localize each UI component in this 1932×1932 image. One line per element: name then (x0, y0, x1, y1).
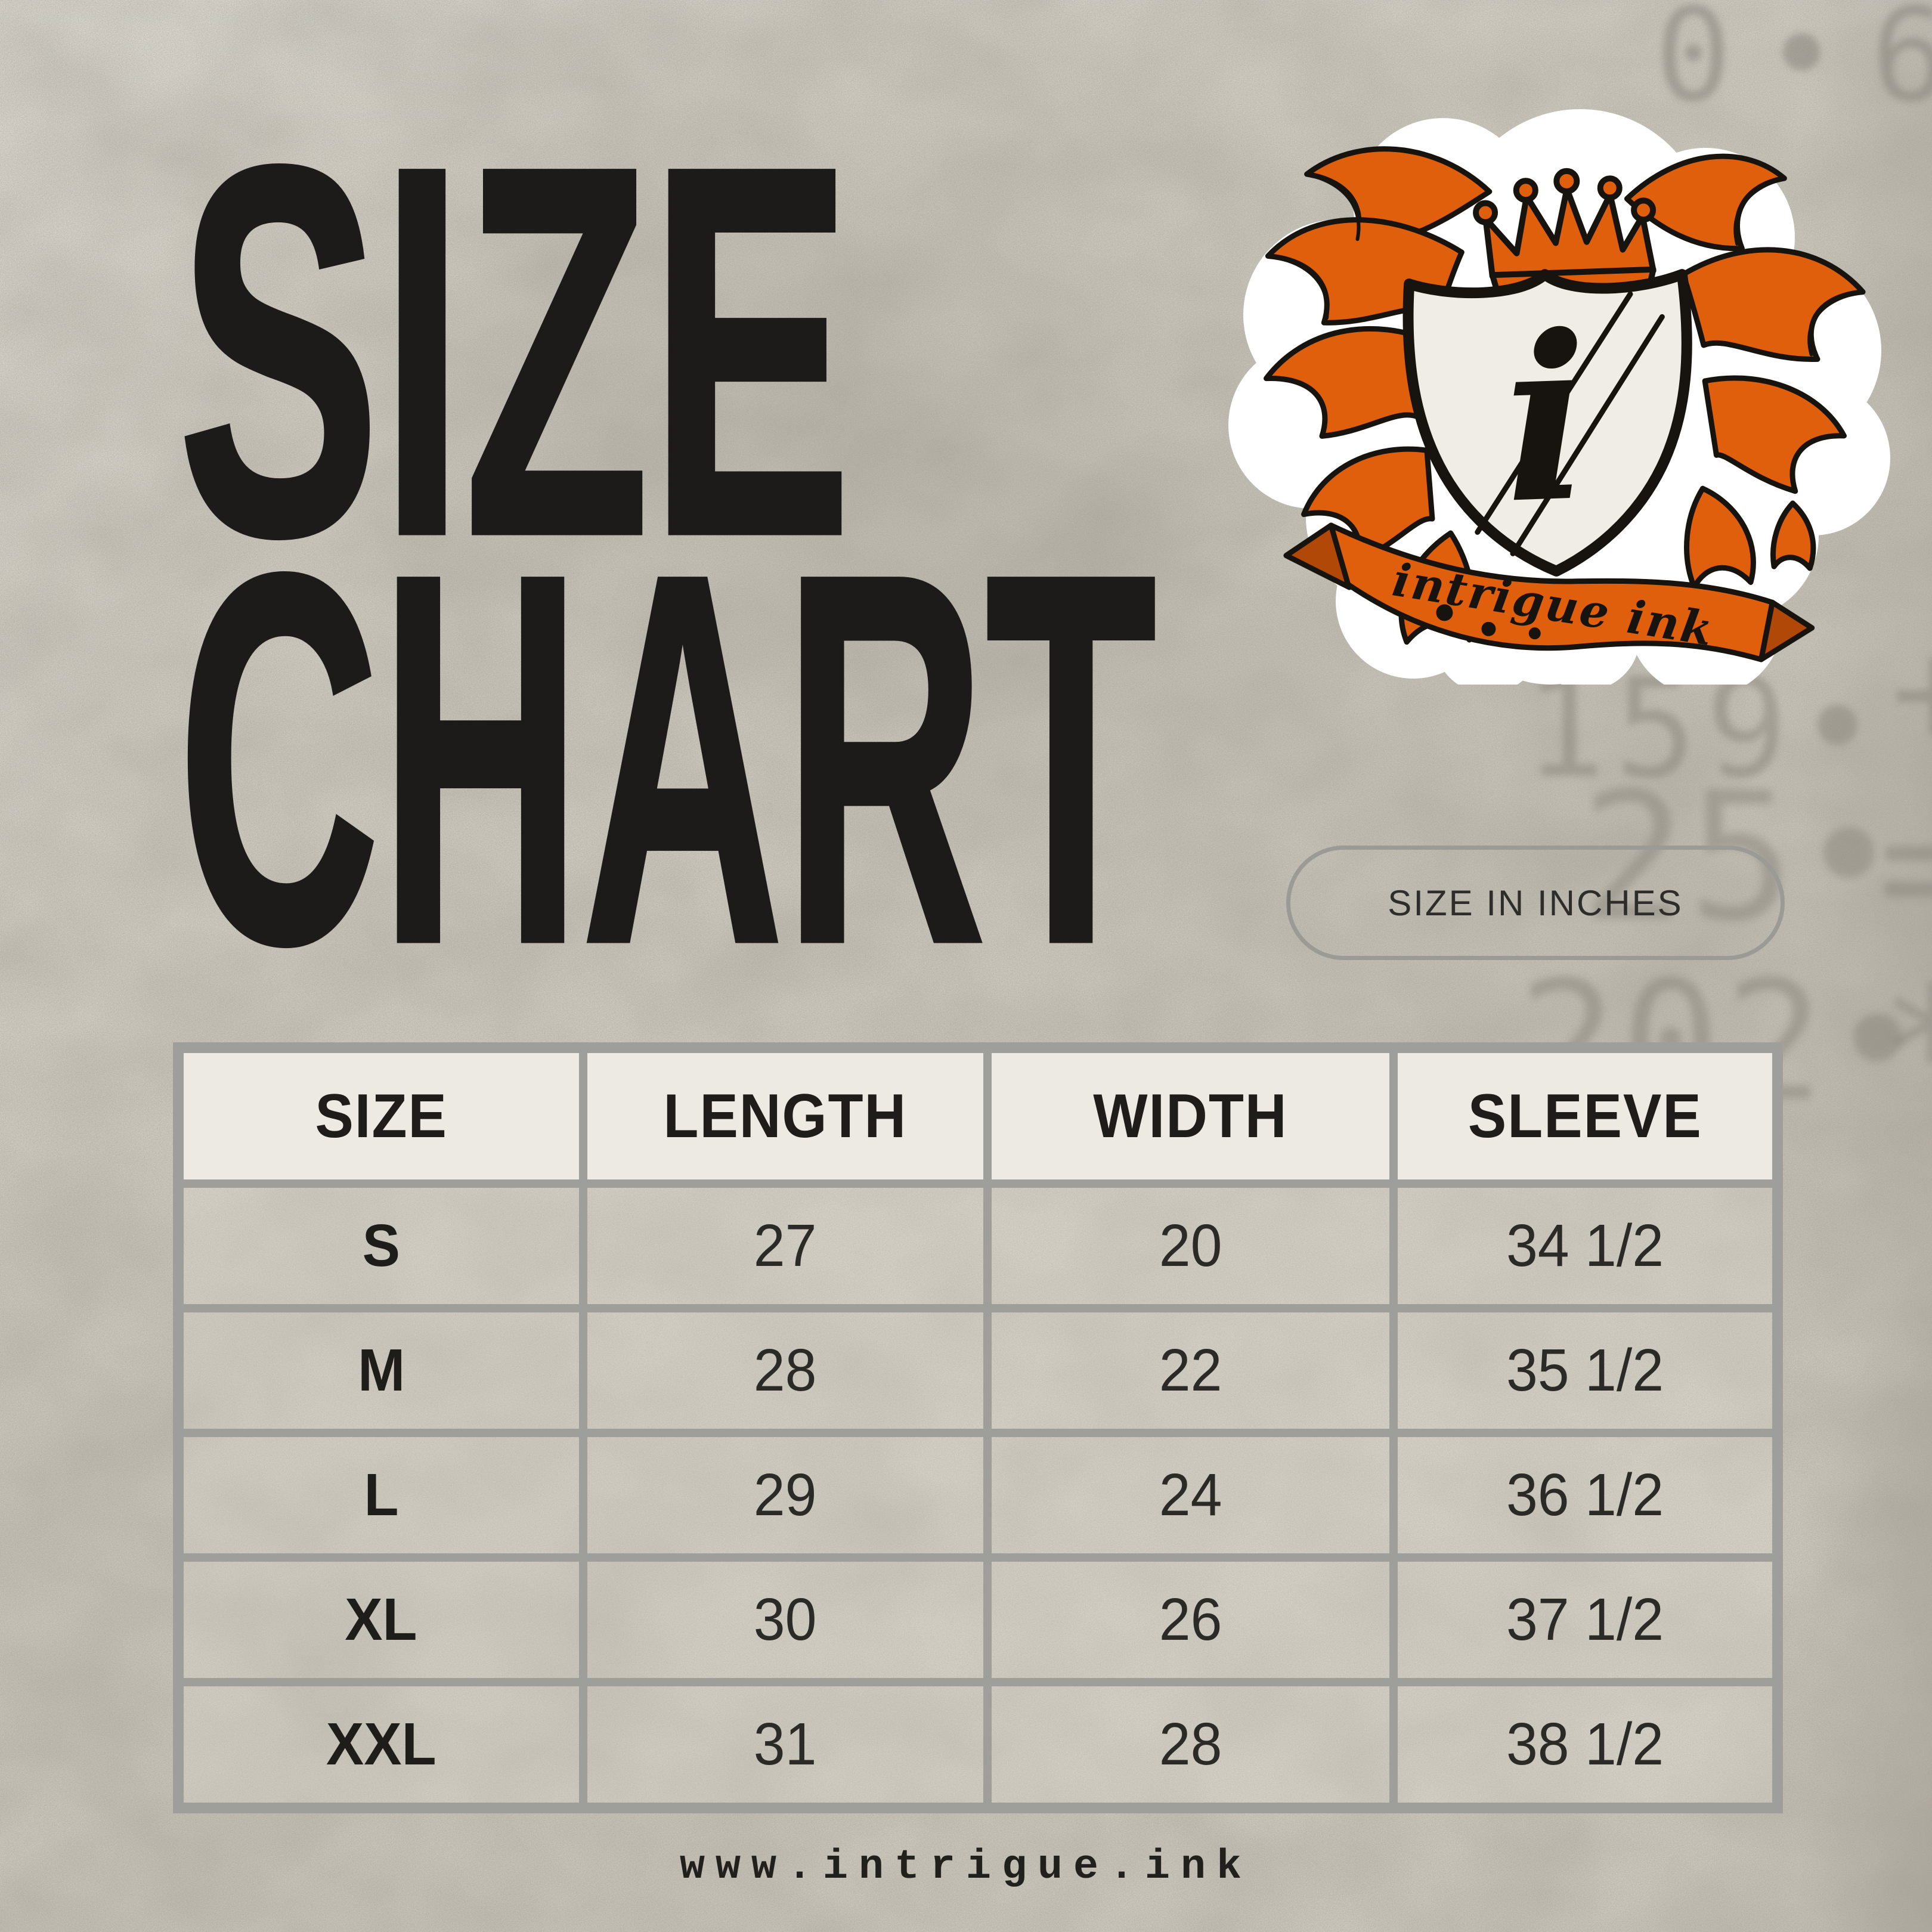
cell-length: 29 (578, 1429, 992, 1562)
cell-length: 31 (578, 1678, 992, 1812)
cell-size: L (174, 1429, 587, 1562)
cell-size: S (174, 1179, 587, 1312)
cell-length: 30 (578, 1553, 992, 1686)
size-units-badge: SIZE IN INCHES (1286, 846, 1785, 960)
column-header-size: SIZE (174, 1044, 587, 1188)
cell-size: XXL (174, 1678, 587, 1812)
cell-length: 27 (578, 1179, 992, 1312)
table-row-s: S 27 20 34 1/2 (174, 1179, 1782, 1312)
cell-sleeve: 36 1/2 (1389, 1429, 1782, 1562)
cell-sleeve: 35 1/2 (1389, 1304, 1782, 1437)
column-header-width: WIDTH (983, 1044, 1398, 1188)
website-url: www.intrigue.ink (679, 1844, 1253, 1891)
table-row-xxl: XXL 31 28 38 1/2 (174, 1678, 1782, 1812)
title-word-chart: CHART (177, 466, 1158, 1052)
cell-width: 20 (983, 1179, 1398, 1312)
cell-size: XL (174, 1553, 587, 1686)
size-table: SIZE LENGTH WIDTH SLEEVE S 27 20 34 1/2 … (173, 1042, 1783, 1813)
column-header-sleeve: SLEEVE (1389, 1044, 1782, 1188)
monogram: i (1498, 284, 1594, 554)
cell-size: M (174, 1304, 587, 1437)
cell-sleeve: 34 1/2 (1389, 1179, 1782, 1312)
table-row-xl: XL 30 26 37 1/2 (174, 1553, 1782, 1686)
size-units-label: SIZE IN INCHES (1388, 883, 1683, 923)
cell-length: 28 (578, 1304, 992, 1437)
footer: www.intrigue.ink (0, 1844, 1932, 1891)
cell-width: 26 (983, 1553, 1398, 1686)
cell-width: 28 (983, 1678, 1398, 1812)
table-row-l: L 29 24 36 1/2 (174, 1429, 1782, 1562)
table-header-row: SIZE LENGTH WIDTH SLEEVE (174, 1044, 1782, 1188)
cell-sleeve: 37 1/2 (1389, 1553, 1782, 1686)
cell-sleeve: 38 1/2 (1389, 1678, 1782, 1812)
intrigue-ink-logo: i intrigue ink (1228, 109, 1890, 685)
column-header-length: LENGTH (578, 1044, 992, 1188)
cell-width: 22 (983, 1304, 1398, 1437)
cell-width: 24 (983, 1429, 1398, 1562)
table-row-m: M 28 22 35 1/2 (174, 1304, 1782, 1437)
